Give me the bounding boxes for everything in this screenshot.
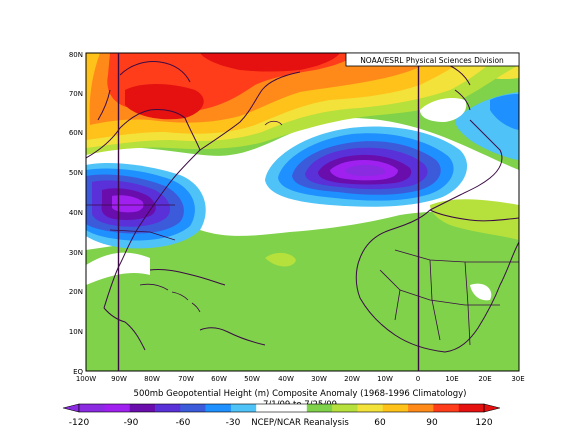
credit-text: NOAA/ESRL Physical Sciences Division bbox=[360, 56, 504, 65]
colorbar-segment bbox=[104, 404, 130, 412]
colorbar-segment bbox=[408, 404, 434, 412]
colorbar-tick: -30 bbox=[226, 418, 241, 428]
colorbar-tick: -120 bbox=[69, 418, 90, 428]
lon-label: 0 bbox=[416, 375, 420, 383]
lat-label: 10N bbox=[69, 328, 83, 336]
negative-anomaly-eastern-us bbox=[86, 163, 206, 249]
colorbar-arrow-low bbox=[62, 403, 80, 413]
lon-label: 40W bbox=[278, 375, 294, 383]
lon-label: 30W bbox=[311, 375, 327, 383]
colorbar-tick: -90 bbox=[124, 418, 139, 428]
colorbar-segment bbox=[180, 404, 206, 412]
colorbar-segment bbox=[129, 404, 156, 412]
colorbar-segment bbox=[458, 404, 485, 412]
colorbar-frame bbox=[78, 403, 485, 413]
caption-source: NCEP/NCAR Reanalysis bbox=[251, 418, 349, 428]
lat-label: 20N bbox=[69, 288, 83, 296]
map-panel bbox=[86, 53, 519, 371]
lat-label: 80N bbox=[69, 51, 83, 59]
colorbar-arrow-high bbox=[483, 403, 501, 413]
lon-label: 10E bbox=[445, 375, 458, 383]
caribbean-islands bbox=[139, 120, 283, 313]
lon-label: 100W bbox=[76, 375, 96, 383]
colorbar-segment bbox=[306, 404, 333, 412]
colorbar-segment bbox=[205, 404, 232, 412]
colorbar-segment bbox=[154, 404, 181, 412]
colorbar-tick: -60 bbox=[176, 418, 191, 428]
caption-title: 500mb Geopotential Height (m) Composite … bbox=[134, 389, 467, 399]
colorbar-tick-labels: -120 -90 -60 -30 60 90 120 bbox=[69, 418, 493, 428]
map-frame bbox=[85, 52, 520, 372]
colorbar-tick: 90 bbox=[426, 418, 438, 428]
latitude-labels: 80N 70N 60N 50N 40N 30N 20N 10N EQ bbox=[69, 51, 84, 376]
colorbar-segment bbox=[281, 404, 308, 412]
lat-label: 40N bbox=[69, 209, 83, 217]
lon-label: 20E bbox=[478, 375, 491, 383]
colorbar-tick: 60 bbox=[374, 418, 386, 428]
positive-anomaly-greenland bbox=[86, 53, 519, 155]
lon-label: 30E bbox=[511, 375, 524, 383]
lon-label: 80W bbox=[144, 375, 160, 383]
colorbar-segment bbox=[332, 404, 358, 412]
lon-label: 10W bbox=[377, 375, 393, 383]
colorbar-segment bbox=[79, 404, 105, 412]
lat-label: 70N bbox=[69, 90, 83, 98]
lon-label: 60W bbox=[211, 375, 227, 383]
lon-label: 20W bbox=[344, 375, 360, 383]
credit-box: NOAA/ESRL Physical Sciences Division bbox=[345, 52, 520, 67]
colorbar-segment bbox=[382, 404, 409, 412]
colorbar-segment bbox=[357, 404, 384, 412]
lat-label: 50N bbox=[69, 169, 83, 177]
lon-label: 90W bbox=[111, 375, 127, 383]
lon-label: 50W bbox=[244, 375, 260, 383]
lat-label: 60N bbox=[69, 129, 83, 137]
lat-label: 30N bbox=[69, 249, 83, 257]
lon-label: 70W bbox=[178, 375, 194, 383]
colorbar-segment bbox=[256, 404, 282, 412]
anomaly-northern-europe bbox=[420, 92, 519, 160]
negative-anomaly-north-atlantic bbox=[265, 126, 468, 207]
coastlines bbox=[86, 57, 519, 353]
colorbar bbox=[62, 403, 501, 413]
longitude-labels: 100W 90W 80W 70W 60W 50W 40W 30W 20W 10W… bbox=[76, 375, 525, 383]
lat-label: EQ bbox=[73, 368, 83, 376]
colorbar-segment bbox=[230, 404, 257, 412]
colorbar-tick: 120 bbox=[475, 418, 492, 428]
colorbar-segment bbox=[433, 404, 459, 412]
